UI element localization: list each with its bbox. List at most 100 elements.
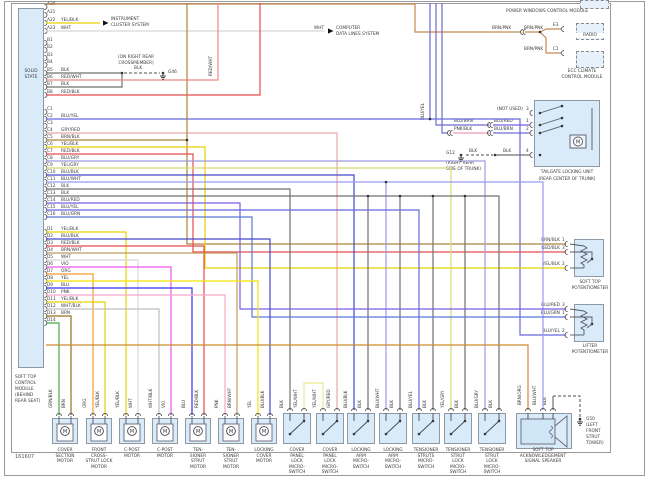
instrument-cluster-label: CLUSTER SYSTEM	[111, 23, 149, 28]
motor-caption: TEN-	[225, 448, 237, 453]
module-pin-id: B8	[47, 89, 53, 95]
motor-1	[86, 418, 112, 444]
module-pin-wire-color: BLU/YEL	[61, 204, 79, 210]
vertical-wire-label: WHT/BLK	[148, 388, 153, 408]
module-pin-id: C12	[47, 183, 56, 189]
switch-caption: LOCK	[452, 459, 464, 465]
vertical-wire-label: BLK	[279, 400, 284, 408]
module-pin-wire-color: ORG	[61, 268, 71, 274]
module-pin-wire-color: BRN	[61, 310, 71, 316]
g50-label: TOWER)	[586, 441, 604, 446]
module-pin-wire-color: BRN/BLK	[61, 134, 80, 140]
motor-4	[185, 418, 211, 444]
module-pin-wire-color: BLU/GRN	[61, 211, 81, 217]
switch-caption: COVER	[289, 448, 305, 453]
pot-wire-label: BLU/GRN	[540, 311, 560, 316]
module-pin-wire-color: PNK	[61, 289, 70, 295]
switch-caption: SWITCH	[321, 470, 339, 476]
pot-wire-label: YEL/BLK	[542, 262, 560, 267]
switch-caption: MICRO-	[288, 464, 305, 470]
vertical-wire-label: BLK	[454, 400, 459, 408]
blu-yel-vertical-label: BLU/YEL	[419, 102, 425, 120]
pot-wire-label: RED/BLK	[541, 246, 560, 251]
motor-caption: C-POST	[157, 448, 173, 453]
soft-top-pot	[574, 239, 604, 277]
switch-caption: TENSIONER	[445, 448, 471, 453]
switch-caption: PANEL	[290, 453, 304, 459]
switch-caption: MICRO-	[321, 464, 338, 470]
motor-2	[119, 418, 145, 444]
module-pin-id: D14	[47, 317, 56, 323]
switch-caption: ARM	[356, 453, 366, 459]
module-pin-wire-color: WHT/BLK	[61, 303, 81, 309]
pot-pin-number: 3	[562, 303, 565, 308]
micro-switch-13	[478, 413, 506, 444]
module-pin-wire-color: YEL/BLK	[61, 141, 79, 147]
red-wht-vertical-label: RED/WHT	[207, 55, 213, 76]
tailgate-wire-label: BLK	[469, 149, 478, 154]
module-pin-id: D7	[47, 268, 54, 274]
module-pin-wire-color: VIO	[61, 261, 69, 267]
module-pin-id: A23	[47, 25, 56, 31]
motor-caption: TEN-	[192, 448, 204, 453]
module-pin-wire-color: YEL/GRY	[61, 162, 79, 168]
switch-caption: MICRO-	[384, 459, 401, 465]
module-pin-id: C13	[47, 190, 56, 196]
module-pin-id: D11	[47, 296, 56, 302]
solid-state-label: SOLID	[24, 69, 38, 74]
vertical-wire-label: WHT	[128, 398, 133, 408]
vertical-wire-label: VIO	[161, 400, 166, 408]
vertical-wire-label: BLU/GRY	[474, 390, 479, 408]
module-pin-id: D8	[47, 275, 54, 281]
motor-caption: COVER	[256, 453, 272, 459]
module-pin-id: C8	[47, 155, 53, 161]
module-pin-id: B2	[47, 44, 53, 50]
switch-caption: MICRO-	[352, 459, 369, 465]
g46-blk-wire-label: BLK	[134, 66, 143, 71]
ecc-pin-label: C1	[553, 47, 559, 52]
module-pin-id: D3	[47, 240, 54, 246]
motor-caption: SECTION	[55, 453, 75, 459]
module-pin-wire-color: WHT	[61, 25, 72, 31]
module-pin-id: A21	[47, 9, 56, 15]
module-pin-id: D4	[47, 247, 54, 253]
lifter-pot-caption: POTENTIOMETER	[571, 350, 609, 355]
module-pin-wire-color: RED/BLK	[61, 240, 80, 246]
pot-pin-number: 2	[562, 262, 565, 267]
module-pin-id: C11	[47, 176, 56, 182]
pot-pin-number: 1	[562, 311, 565, 316]
vertical-wire-label: BLU/WHT	[532, 385, 537, 405]
switch-caption: LOCK	[486, 459, 498, 465]
tailgate-pin-number: 3	[526, 107, 529, 112]
soft-top-control-module-label: SOFT TOP	[15, 375, 37, 380]
module-pin-id: C7	[47, 148, 53, 154]
vertical-wire-label: BLK	[488, 400, 493, 408]
tailgate-wire-label: BLK	[503, 149, 512, 154]
module-pin-wire-color: YEL	[61, 275, 69, 281]
pot-pin-number: 2	[562, 329, 565, 334]
module-pin-wire-color: GRY/RED	[61, 127, 81, 133]
motor-caption: CROSS-	[90, 453, 108, 459]
g50-label: G50	[586, 417, 595, 422]
micro-switch-7	[283, 413, 311, 444]
switch-caption: SWITCH	[384, 464, 402, 470]
computer-data-lines-label: COMPUTER	[336, 26, 361, 31]
motor-caption: MOTOR	[255, 459, 273, 465]
ecc-module-label: CONTROL MODULE	[561, 75, 603, 80]
soft-top-control-module-label: (BEHIND	[15, 393, 34, 398]
vertical-wire-label: YEL	[247, 400, 252, 408]
motor-caption: STRUT LOCK	[85, 459, 113, 465]
pot-wire-label: BLU/RED	[541, 303, 560, 308]
pot-pin-number: 3	[562, 246, 565, 251]
module-pin-id: A20	[47, 1, 56, 7]
motor-0	[52, 418, 78, 444]
crossmember-note: (ON RIGHT REAR	[117, 54, 155, 60]
power-windows-module-box	[580, 0, 609, 9]
g50-label: (LEFT	[586, 423, 598, 428]
motor-3	[152, 418, 178, 444]
module-pin-wire-color: BLK	[61, 190, 70, 196]
motor-caption: LOCKING	[254, 448, 274, 453]
module-pin-id: B6	[47, 74, 53, 80]
switch-caption: PANEL	[323, 453, 337, 459]
g50-label: FRONT	[586, 429, 601, 434]
